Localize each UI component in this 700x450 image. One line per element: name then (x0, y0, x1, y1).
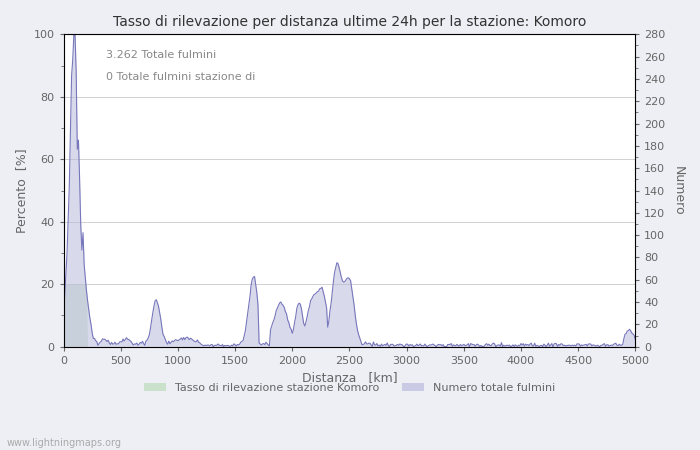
Y-axis label: Percento  [%]: Percento [%] (15, 148, 28, 233)
Text: 0 Totale fulmini stazione di: 0 Totale fulmini stazione di (106, 72, 256, 82)
X-axis label: Distanza   [km]: Distanza [km] (302, 371, 397, 384)
Text: www.lightningmaps.org: www.lightningmaps.org (7, 438, 122, 448)
Legend: Tasso di rilevazione stazione Komoro, Numero totale fulmini: Tasso di rilevazione stazione Komoro, Nu… (139, 378, 559, 397)
Title: Tasso di rilevazione per distanza ultime 24h per la stazione: Komoro: Tasso di rilevazione per distanza ultime… (113, 15, 586, 29)
Text: 3.262 Totale fulmini: 3.262 Totale fulmini (106, 50, 217, 60)
Y-axis label: Numero: Numero (672, 166, 685, 215)
